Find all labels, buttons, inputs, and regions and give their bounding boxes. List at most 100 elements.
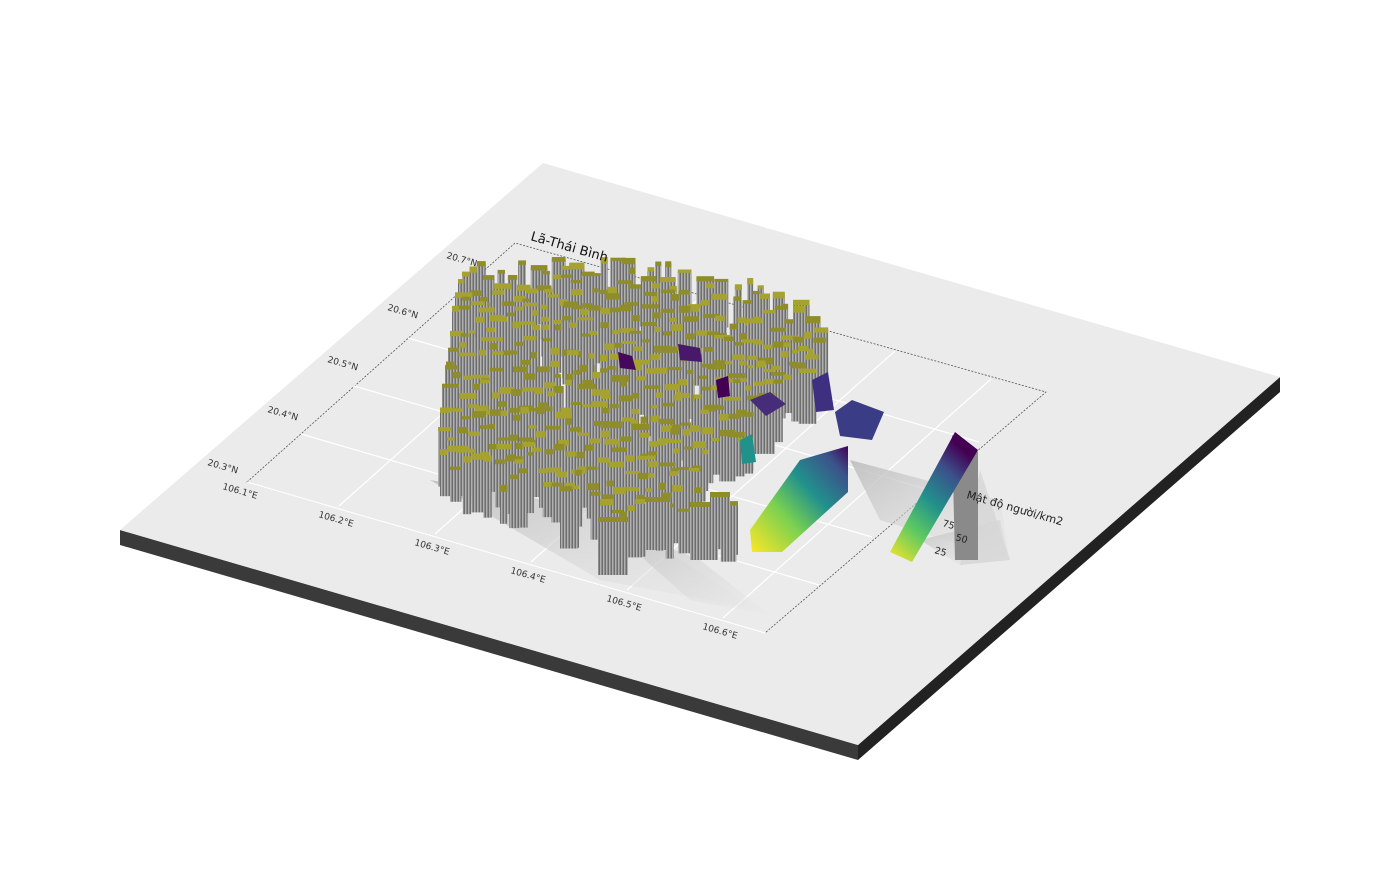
- extruded-top: [589, 330, 597, 335]
- extruded-top: [681, 422, 691, 426]
- extruded-top: [554, 374, 561, 378]
- extruded-top: [480, 296, 488, 302]
- extruded-top: [522, 441, 535, 447]
- extruded-top: [569, 427, 580, 432]
- extruded-top: [631, 423, 650, 431]
- extruded-wall: [715, 378, 723, 418]
- extruded-top: [650, 404, 659, 409]
- legend-label-25: 25: [933, 545, 948, 559]
- extruded-top: [600, 395, 617, 399]
- extruded-top: [579, 364, 596, 372]
- extruded-top: [746, 365, 754, 369]
- extruded-top: [598, 517, 628, 522]
- extruded-wall: [597, 459, 610, 514]
- extruded-top: [712, 360, 726, 367]
- extruded-top: [649, 441, 660, 447]
- extruded-top: [442, 383, 459, 388]
- extruded-wall: [685, 335, 695, 395]
- extruded-top: [604, 343, 617, 351]
- extruded-top: [458, 352, 477, 357]
- extruded-top: [564, 482, 578, 486]
- extruded-top: [640, 416, 648, 423]
- extruded-top: [690, 502, 718, 507]
- extruded-top: [560, 407, 574, 413]
- extruded-top: [613, 487, 630, 495]
- extruded-top: [582, 271, 595, 277]
- extruded-top: [658, 482, 666, 490]
- extruded-top: [518, 468, 528, 474]
- extruded-top: [495, 459, 505, 465]
- extruded-top: [536, 407, 545, 415]
- extruded-top: [682, 429, 697, 436]
- extruded-top: [739, 333, 753, 340]
- extruded-top: [487, 424, 496, 429]
- extruded-top: [553, 386, 564, 393]
- extruded-top: [670, 427, 680, 435]
- extruded-top: [590, 273, 605, 277]
- extruded-top: [547, 391, 555, 397]
- extruded-top: [647, 461, 658, 468]
- extruded-top: [520, 407, 529, 414]
- extruded-top: [605, 293, 620, 300]
- extruded-top: [459, 392, 477, 399]
- extruded-top: [570, 402, 582, 406]
- extruded-top: [620, 436, 634, 442]
- extruded-wall: [687, 371, 694, 419]
- extruded-top: [588, 305, 601, 311]
- extruded-top: [660, 289, 675, 294]
- extruded-top: [566, 374, 581, 380]
- extruded-top: [545, 425, 561, 430]
- extruded-top: [679, 289, 689, 295]
- extruded-top: [551, 257, 566, 262]
- district-purple-6: [835, 400, 884, 440]
- extruded-top: [660, 308, 675, 313]
- extruded-top: [542, 338, 551, 342]
- extruded-top: [645, 497, 670, 502]
- extruded-top: [521, 387, 537, 392]
- extruded-top: [628, 284, 646, 289]
- extruded-top: [723, 396, 741, 401]
- extruded-top: [569, 262, 585, 270]
- extruded-top: [700, 300, 710, 306]
- extruded-top: [610, 257, 626, 261]
- extruded-top: [783, 342, 791, 347]
- extruded-top: [586, 483, 599, 491]
- extruded-top: [489, 367, 504, 372]
- extruded-top: [792, 349, 802, 354]
- extruded-top: [689, 467, 700, 472]
- district-purple-4: [750, 392, 786, 416]
- extruded-top: [494, 283, 512, 289]
- extruded-top: [650, 415, 660, 423]
- extruded-top: [728, 373, 746, 378]
- extruded-top: [677, 379, 695, 386]
- extruded-top: [535, 431, 546, 438]
- extruded-top: [747, 395, 760, 401]
- extruded-top: [665, 261, 672, 268]
- extruded-top: [455, 292, 473, 298]
- extruded-top: [793, 299, 810, 306]
- extruded-top: [491, 351, 505, 355]
- extruded-top: [462, 296, 470, 301]
- extruded-wall: [572, 487, 579, 548]
- extruded-top: [470, 290, 482, 296]
- extruded-top: [496, 316, 510, 322]
- extruded-top: [710, 492, 730, 497]
- extruded-top: [784, 319, 798, 324]
- extruded-top: [715, 315, 726, 321]
- extruded-top: [677, 269, 692, 273]
- extruded-top: [673, 448, 680, 454]
- extruded-top: [711, 437, 724, 441]
- extruded-top: [533, 387, 543, 395]
- extruded-top: [700, 409, 709, 414]
- extruded-top: [509, 474, 520, 479]
- extruded-top: [611, 375, 629, 382]
- extruded-top: [687, 369, 694, 374]
- extruded-top: [631, 408, 640, 415]
- extruded-top: [757, 285, 764, 289]
- extruded-top: [715, 376, 723, 380]
- extruded-top: [545, 406, 553, 412]
- extruded-wall: [678, 510, 691, 554]
- extruded-top: [737, 378, 750, 382]
- extruded-top: [467, 448, 476, 453]
- extruded-top: [632, 346, 647, 351]
